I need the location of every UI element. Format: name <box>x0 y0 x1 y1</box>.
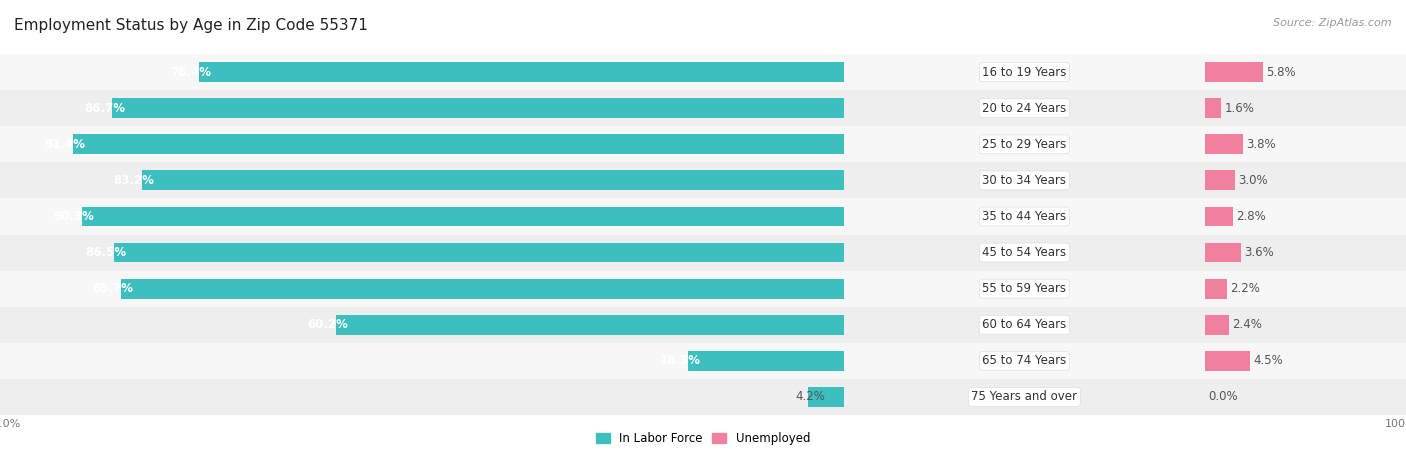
Bar <box>142 170 844 190</box>
Text: 86.7%: 86.7% <box>84 102 125 115</box>
Bar <box>688 351 844 371</box>
Text: 90.3%: 90.3% <box>53 210 94 223</box>
Bar <box>0 54 844 90</box>
Bar <box>844 162 1205 198</box>
Text: 30 to 34 Years: 30 to 34 Years <box>983 174 1066 187</box>
Bar <box>0 90 844 126</box>
Bar <box>0 162 844 198</box>
Bar <box>112 98 844 118</box>
Bar <box>1205 307 1406 343</box>
Text: 45 to 54 Years: 45 to 54 Years <box>983 246 1066 259</box>
Text: 25 to 29 Years: 25 to 29 Years <box>983 138 1067 151</box>
Bar <box>73 134 844 154</box>
Text: 16 to 19 Years: 16 to 19 Years <box>983 66 1067 78</box>
Bar <box>1205 351 1250 371</box>
Bar <box>1205 98 1222 118</box>
Text: 3.0%: 3.0% <box>1239 174 1268 187</box>
Bar <box>1205 279 1227 299</box>
Bar <box>1205 379 1406 415</box>
Text: 76.4%: 76.4% <box>170 66 212 78</box>
Text: Source: ZipAtlas.com: Source: ZipAtlas.com <box>1274 18 1392 28</box>
Text: 83.2%: 83.2% <box>114 174 155 187</box>
Legend: In Labor Force, Unemployed: In Labor Force, Unemployed <box>596 432 810 445</box>
Bar <box>844 307 1205 343</box>
Text: 85.7%: 85.7% <box>93 282 134 295</box>
Bar <box>1205 271 1406 307</box>
Text: 2.2%: 2.2% <box>1230 282 1260 295</box>
Bar <box>1205 198 1406 235</box>
Bar <box>844 271 1205 307</box>
Text: 4.2%: 4.2% <box>796 391 825 403</box>
Bar <box>121 279 844 299</box>
Bar <box>808 387 844 407</box>
Bar <box>844 235 1205 271</box>
Bar <box>0 271 844 307</box>
Text: 65 to 74 Years: 65 to 74 Years <box>983 354 1067 367</box>
Text: 2.8%: 2.8% <box>1236 210 1265 223</box>
Text: 4.5%: 4.5% <box>1253 354 1284 367</box>
Text: 1.6%: 1.6% <box>1225 102 1254 115</box>
Bar <box>844 126 1205 162</box>
Text: Employment Status by Age in Zip Code 55371: Employment Status by Age in Zip Code 553… <box>14 18 368 33</box>
Bar <box>82 207 844 226</box>
Text: 91.4%: 91.4% <box>44 138 86 151</box>
Bar <box>844 54 1205 90</box>
Bar <box>0 343 844 379</box>
Text: 3.6%: 3.6% <box>1244 246 1274 259</box>
Bar <box>0 307 844 343</box>
Text: 18.5%: 18.5% <box>659 354 700 367</box>
Bar <box>0 379 844 415</box>
Bar <box>1205 235 1406 271</box>
Bar <box>1205 315 1229 335</box>
Text: 0.0%: 0.0% <box>1208 391 1237 403</box>
Text: 35 to 44 Years: 35 to 44 Years <box>983 210 1066 223</box>
Bar <box>0 126 844 162</box>
Text: 3.8%: 3.8% <box>1246 138 1275 151</box>
Bar <box>1205 243 1241 262</box>
Text: 75 Years and over: 75 Years and over <box>972 391 1077 403</box>
Bar <box>200 62 844 82</box>
Bar <box>1205 62 1264 82</box>
Bar <box>844 198 1205 235</box>
Bar <box>1205 162 1406 198</box>
Text: 86.5%: 86.5% <box>86 246 127 259</box>
Bar <box>0 198 844 235</box>
Text: 55 to 59 Years: 55 to 59 Years <box>983 282 1066 295</box>
Text: 60 to 64 Years: 60 to 64 Years <box>983 318 1067 331</box>
Bar <box>1205 207 1233 226</box>
Bar <box>1205 54 1406 90</box>
Bar <box>1205 134 1243 154</box>
Bar <box>844 90 1205 126</box>
Bar <box>1205 126 1406 162</box>
Bar <box>1205 343 1406 379</box>
Text: 20 to 24 Years: 20 to 24 Years <box>983 102 1067 115</box>
Bar <box>336 315 844 335</box>
Bar <box>1205 170 1236 190</box>
Bar <box>1205 90 1406 126</box>
Text: 2.4%: 2.4% <box>1232 318 1263 331</box>
Bar <box>0 235 844 271</box>
Bar <box>844 343 1205 379</box>
Bar <box>114 243 844 262</box>
Text: 60.2%: 60.2% <box>308 318 349 331</box>
Bar <box>844 379 1205 415</box>
Text: 5.8%: 5.8% <box>1267 66 1296 78</box>
